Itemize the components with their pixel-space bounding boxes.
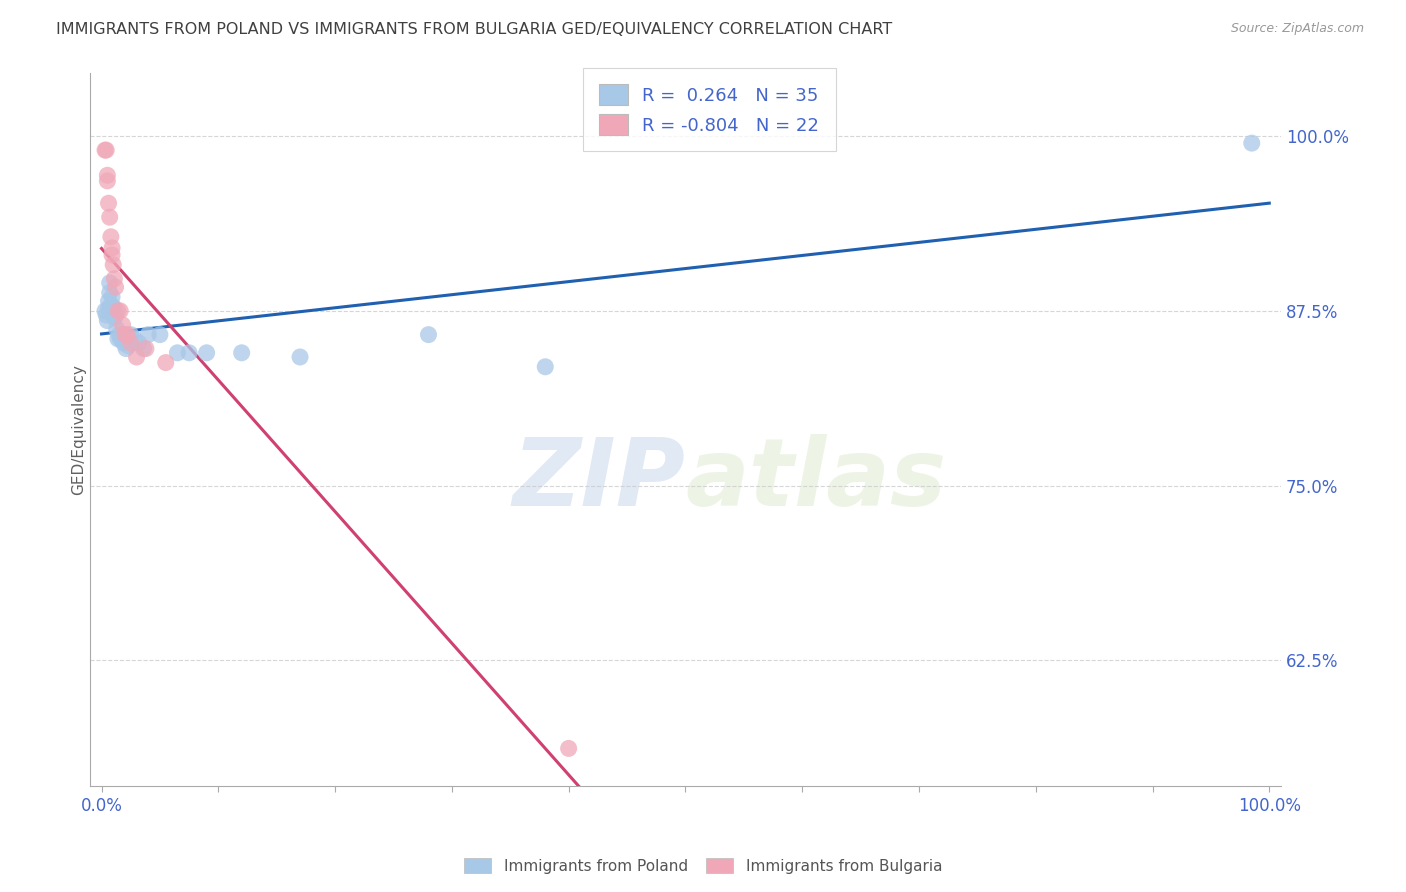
Point: [179, 346, 201, 360]
Point: [135, 342, 157, 356]
Point: [94, 304, 117, 318]
Point: [120, 336, 142, 351]
Point: [108, 327, 131, 342]
Point: [115, 342, 138, 356]
Point: [114, 327, 136, 342]
Point: [132, 342, 155, 356]
Legend: Immigrants from Poland, Immigrants from Bulgaria: Immigrants from Poland, Immigrants from …: [458, 852, 948, 880]
Point: [103, 310, 125, 325]
Point: [557, 741, 579, 756]
Point: [104, 280, 127, 294]
Point: [105, 322, 128, 336]
Point: [108, 304, 131, 318]
Point: [115, 327, 138, 342]
Legend: R =  0.264   N = 35, R = -0.804   N = 22: R = 0.264 N = 35, R = -0.804 N = 22: [583, 68, 835, 152]
Point: [111, 318, 134, 332]
Point: [100, 304, 122, 318]
Point: [107, 332, 129, 346]
Point: [108, 332, 131, 346]
Point: [96, 313, 118, 327]
Point: [103, 271, 125, 285]
Point: [97, 301, 120, 315]
Point: [101, 241, 124, 255]
Point: [98, 211, 121, 225]
Point: [94, 143, 117, 157]
Point: [111, 327, 134, 342]
Point: [418, 327, 440, 342]
Point: [122, 332, 145, 346]
Point: [96, 308, 118, 322]
Text: atlas: atlas: [685, 434, 946, 525]
Point: [128, 336, 150, 351]
Point: [101, 248, 124, 262]
Text: Source: ZipAtlas.com: Source: ZipAtlas.com: [1230, 22, 1364, 36]
Point: [166, 346, 188, 360]
Text: ZIP: ZIP: [513, 434, 685, 525]
Point: [103, 258, 125, 272]
Point: [120, 327, 142, 342]
Y-axis label: GED/Equivalency: GED/Equivalency: [72, 364, 86, 495]
Point: [107, 304, 129, 318]
Point: [155, 355, 177, 369]
Point: [1240, 136, 1263, 150]
Text: IMMIGRANTS FROM POLAND VS IMMIGRANTS FROM BULGARIA GED/EQUIVALENCY CORRELATION C: IMMIGRANTS FROM POLAND VS IMMIGRANTS FRO…: [56, 22, 893, 37]
Point: [96, 143, 118, 157]
Point: [98, 285, 121, 300]
Point: [112, 336, 135, 351]
Point: [96, 174, 118, 188]
Point: [100, 229, 122, 244]
Point: [104, 308, 127, 322]
Point: [97, 196, 120, 211]
Point: [231, 346, 253, 360]
Point: [534, 359, 557, 374]
Point: [149, 327, 172, 342]
Point: [101, 300, 124, 314]
Point: [96, 168, 118, 182]
Point: [98, 276, 121, 290]
Point: [97, 294, 120, 309]
Point: [136, 327, 159, 342]
Point: [288, 350, 311, 364]
Point: [195, 346, 218, 360]
Point: [103, 300, 125, 314]
Point: [117, 339, 139, 353]
Point: [125, 350, 148, 364]
Point: [101, 290, 124, 304]
